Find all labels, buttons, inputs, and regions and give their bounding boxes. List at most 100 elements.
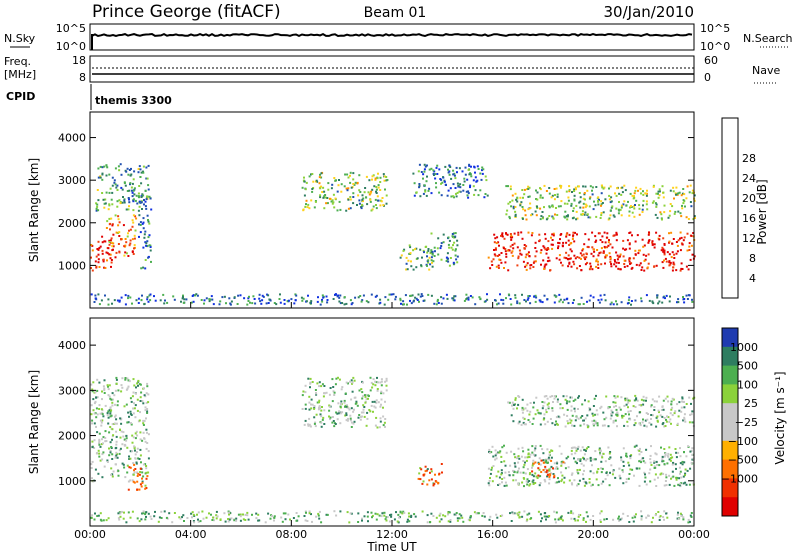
echo-cell-0-9	[662, 191, 665, 194]
echo-cell-1-5	[542, 418, 545, 421]
echo-cell-1-0	[139, 400, 142, 402]
echo-cell-0-3	[138, 196, 140, 199]
echo-cell-1-4	[513, 453, 516, 456]
echo-cell-1-4	[568, 479, 571, 482]
echo-cell-0-7	[465, 190, 468, 193]
echo-cell-0-5	[399, 256, 402, 259]
echo-cell-0-7	[457, 184, 460, 187]
echo-cell-0-4	[305, 203, 307, 206]
echo-cell-1-5	[664, 425, 667, 427]
echo-cell-0-8	[609, 258, 612, 261]
echo-cell-1-4	[597, 468, 600, 470]
echo-cell-1-0	[113, 422, 116, 425]
echo-cell-0-10	[669, 295, 671, 298]
echo-cell-0-9	[620, 206, 623, 209]
echo-cell-1-4	[672, 461, 674, 464]
echo-cell-0-10	[648, 299, 651, 302]
echo-cell-1-4	[605, 472, 608, 474]
echo-cell-0-8	[572, 260, 575, 263]
echo-cell-0-8	[622, 255, 625, 258]
echo-cell-0-4	[369, 198, 372, 201]
echo-cell-1-7	[141, 512, 144, 515]
echo-cell-1-4	[653, 465, 656, 468]
echo-cell-1-4	[548, 458, 551, 461]
echo-cell-1-5	[690, 413, 693, 416]
echo-cell-0-4	[311, 173, 314, 175]
echo-cell-0-7	[448, 170, 451, 173]
echo-cell-1-5	[633, 424, 636, 427]
echo-cell-0-9	[667, 216, 670, 219]
echo-cell-1-7	[401, 512, 404, 515]
echo-cell-0-9	[588, 205, 591, 208]
echo-cell-0-10	[651, 300, 654, 303]
echo-cell-0-8	[586, 246, 589, 248]
echo-cell-1-7	[388, 520, 391, 523]
echo-cell-0-8	[561, 264, 564, 267]
echo-cell-0-4	[320, 172, 323, 175]
echo-cell-0-8	[498, 244, 500, 247]
echo-cell-0-9	[620, 214, 623, 217]
echo-cell-1-7	[246, 511, 249, 514]
echo-cell-1-5	[670, 408, 673, 411]
echo-cell-1-0	[145, 401, 148, 404]
echo-cell-0-3	[148, 195, 151, 198]
echo-cell-1-7	[585, 520, 587, 523]
echo-cell-1-0	[139, 411, 141, 414]
echo-cell-0-5	[426, 255, 428, 258]
echo-cell-0-9	[595, 215, 598, 218]
echo-cell-1-4	[591, 483, 594, 486]
echo-cell-1-7	[271, 515, 274, 517]
echo-cell-0-2	[96, 203, 99, 206]
echo-cell-0-9	[524, 209, 527, 212]
echo-cell-1-5	[629, 418, 632, 421]
echo-cell-1-5	[624, 397, 627, 400]
echo-cell-0-3	[138, 200, 141, 203]
echo-cell-0-10	[225, 302, 227, 305]
colorbar-tick-label: 12	[742, 232, 756, 245]
echo-cell-1-5	[551, 407, 554, 410]
echo-cell-0-10	[572, 299, 575, 302]
echo-cell-1-4	[663, 484, 666, 487]
echo-cell-1-5	[542, 405, 545, 407]
echo-cell-1-4	[516, 471, 519, 474]
echo-cell-1-3	[426, 483, 429, 486]
echo-cell-0-9	[671, 205, 674, 208]
echo-cell-0-10	[162, 293, 165, 296]
echo-cell-0-7	[456, 191, 459, 194]
echo-cell-1-7	[458, 513, 461, 516]
echo-cell-1-5	[511, 404, 513, 407]
echo-cell-1-2	[384, 425, 386, 428]
echo-cell-0-8	[573, 263, 576, 266]
echo-cell-0-9	[663, 204, 666, 207]
echo-cell-0-4	[371, 208, 374, 211]
echo-cell-1-2	[361, 395, 364, 398]
echo-cell-0-9	[527, 208, 530, 211]
echo-cell-1-7	[521, 515, 524, 518]
echo-cell-0-10	[141, 294, 143, 297]
echo-cell-0-0	[97, 258, 100, 261]
echo-cell-0-7	[482, 168, 485, 171]
echo-cell-1-4	[550, 456, 553, 459]
echo-cell-1-0	[115, 443, 118, 446]
echo-cell-0-4	[321, 191, 324, 193]
echo-cell-0-4	[314, 200, 317, 203]
echo-cell-0-8	[683, 236, 686, 239]
echo-cell-1-2	[374, 406, 377, 409]
echo-cell-0-4	[331, 202, 334, 205]
echo-cell-0-10	[436, 298, 439, 301]
echo-cell-1-4	[531, 464, 534, 467]
echo-cell-1-0	[129, 397, 132, 400]
echo-cell-1-4	[584, 449, 587, 452]
echo-cell-1-5	[533, 401, 535, 404]
freq-label: Freq.	[4, 55, 31, 68]
echo-cell-1-7	[570, 510, 573, 513]
echo-cell-0-1	[114, 214, 117, 217]
echo-cell-0-1	[114, 256, 117, 259]
echo-cell-1-4	[517, 461, 520, 464]
echo-cell-1-7	[600, 510, 603, 513]
echo-cell-1-5	[616, 425, 618, 428]
echo-cell-0-9	[644, 192, 647, 195]
echo-cell-0-9	[514, 206, 517, 208]
echo-cell-1-7	[640, 518, 643, 521]
